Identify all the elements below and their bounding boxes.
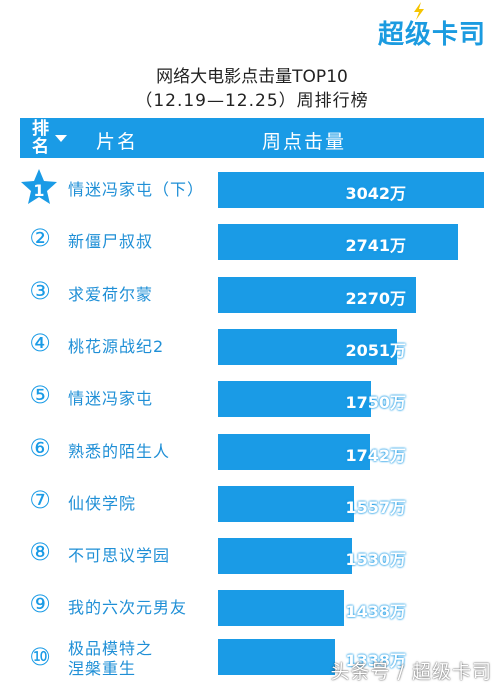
rank-badge: ⑤ xyxy=(29,381,51,410)
rank-badge: ⑥ xyxy=(29,433,51,462)
chart-row: ② 新僵尸叔叔 2741万 xyxy=(0,224,504,276)
data-label: 2051万 xyxy=(345,340,406,360)
movie-title: 新僵尸叔叔 xyxy=(68,232,154,252)
movie-title: 极品模特之涅槃重生 xyxy=(68,638,154,678)
chart-row: ⑥ 熟悉的陌生人 1742万 xyxy=(0,433,504,486)
rank-badge: ④ xyxy=(29,328,51,357)
brand-logo-text: 超级卡司 xyxy=(377,20,486,50)
data-label: 1338万 xyxy=(345,650,406,670)
movie-title: 我的六次元男友 xyxy=(68,598,188,618)
data-label: 1438万 xyxy=(345,602,406,622)
data-label: 2270万 xyxy=(345,288,406,308)
rank-badge: ⑧ xyxy=(29,538,51,567)
chart-bar xyxy=(218,638,335,675)
chart-row: ⑦ 仙侠学院 1557万 xyxy=(0,485,504,538)
movie-title: 情迷冯家屯 xyxy=(68,389,154,409)
movie-title: 不可思议学园 xyxy=(68,546,171,566)
rank-badge: ⑩ xyxy=(29,642,51,671)
star-icon xyxy=(21,169,57,204)
data-label: 1557万 xyxy=(345,497,406,517)
rank-number: 1 xyxy=(33,181,45,200)
chart-bar xyxy=(218,538,352,575)
rank-badge: ⑦ xyxy=(29,485,51,514)
chart-row: ⑧ 不可思议学园 1530万 xyxy=(0,538,504,590)
chart-bar xyxy=(218,381,371,418)
movie-title: 求爱荷尔蒙 xyxy=(68,284,154,304)
chart-bar xyxy=(218,276,416,313)
chart-subtitle: （12.19—12.25）周排行榜 xyxy=(135,91,369,111)
chart-bar xyxy=(218,433,370,470)
data-label: 1750万 xyxy=(345,393,406,413)
movie-title: 仙侠学院 xyxy=(68,493,137,513)
chart-bar xyxy=(218,485,354,522)
movie-title: 桃花源战纪2 xyxy=(68,336,165,356)
data-label: 2741万 xyxy=(345,236,406,256)
data-label: 1742万 xyxy=(345,445,406,465)
watermark: 头条号 / 超级卡司 xyxy=(330,661,492,683)
chart-bar xyxy=(218,172,484,208)
chart-row: ⑩ 极品模特之涅槃重生 1338万 xyxy=(0,638,504,695)
rank-column-header: 排名 xyxy=(32,119,49,157)
chart-row: ④ 桃花源战纪2 2051万 xyxy=(0,328,504,381)
movie-title: 情迷冯家屯（下） xyxy=(68,180,205,199)
name-column-header: 片名 xyxy=(96,131,139,153)
rank-badge: ⑨ xyxy=(29,590,51,619)
clicks-column-header: 周点击量 xyxy=(262,131,347,153)
brand-logo: 超级卡司 xyxy=(377,2,486,51)
chart-row: ⑨ 我的六次元男友 1438万 xyxy=(0,590,504,642)
chart-bar xyxy=(218,328,397,365)
table-header: 排名 片名 周点击量 xyxy=(20,118,484,158)
chart-bar xyxy=(218,590,344,627)
chart-row: ⑤ 情迷冯家屯 1750万 xyxy=(0,381,504,433)
rank-badge: ② xyxy=(29,224,51,253)
chart-title: 网络大电影点击量TOP10 xyxy=(156,67,348,87)
movie-title: 熟悉的陌生人 xyxy=(68,441,171,461)
chart-bar xyxy=(218,224,458,261)
chart-row: 1 情迷冯家屯（下） 3042万 xyxy=(0,169,504,224)
chart-row: ③ 求爱荷尔蒙 2270万 xyxy=(0,276,504,329)
caret-down-icon xyxy=(55,135,67,142)
data-label: 3042万 xyxy=(345,184,406,203)
rank-badge: ③ xyxy=(29,276,51,305)
lightning-icon xyxy=(413,2,424,20)
data-label: 1530万 xyxy=(345,550,406,570)
